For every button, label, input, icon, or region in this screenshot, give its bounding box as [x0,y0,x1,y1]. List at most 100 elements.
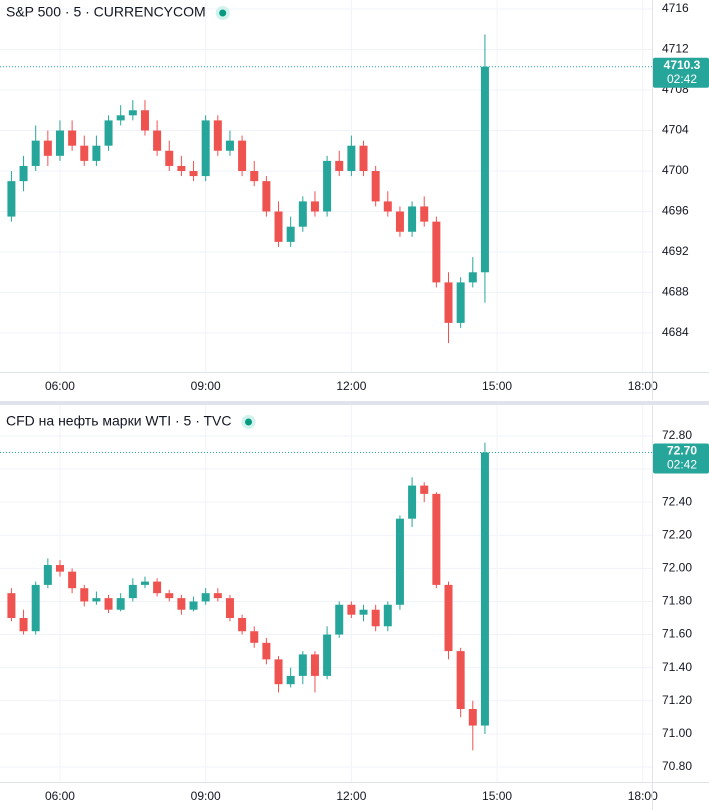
x-tick-label: 15:00 [482,379,512,393]
candle-body [201,593,210,602]
candle-body [432,493,441,585]
countdown: 02:42 [667,72,697,86]
candle-body [189,171,198,177]
x-tick-label: 15:00 [482,789,512,803]
y-tick-label: 71.20 [662,693,692,707]
status-dot [245,418,252,426]
y-tick-label: 4688 [662,285,689,299]
candle-body [323,634,332,676]
candle-body [383,604,392,627]
y-tick-label: 72.20 [662,527,692,541]
candle-body [310,654,319,676]
price-label-box [653,57,709,88]
candle-body [323,160,332,212]
candle-body [395,211,404,232]
candle-body [444,282,453,323]
y-tick-label: 70.80 [662,759,692,773]
x-tick-label: 06:00 [45,379,75,393]
x-tick-label: 18:00 [628,379,658,393]
chart-title[interactable]: S&P 500 · 5 · CURRENCYCOM [6,4,206,20]
y-tick-label: 71.60 [662,627,692,641]
candle-body [456,282,465,323]
chart-title[interactable]: CFD на нефть марки WTI · 5 · TVC [6,413,232,429]
candle-body [116,598,125,610]
candle-body [298,654,307,676]
price-label: 72.70 [667,444,697,458]
candle-body [420,485,429,494]
y-tick-label: 4716 [662,1,689,15]
price-label-box [653,443,709,474]
x-tick-label: 09:00 [191,379,221,393]
candle-body [286,675,295,685]
candle-body [238,140,247,172]
candle-body [80,145,89,161]
candle-body [92,145,101,161]
candle-body [480,66,489,273]
candle-body [371,609,380,627]
candle-body [383,201,392,212]
candle-body [432,221,441,283]
y-tick-label: 72.00 [662,561,692,575]
candle-body [55,565,64,572]
candle-body [68,571,77,589]
candle-body [395,518,404,605]
candle-body [31,140,40,166]
x-tick-label: 18:00 [628,789,658,803]
candle-body [262,642,271,660]
candle-body [92,598,101,602]
candle-body [165,593,174,599]
x-tick-label: 06:00 [45,789,75,803]
price-label: 4710.3 [664,58,701,72]
candle-body [213,120,222,151]
y-tick-label: 4684 [662,325,689,339]
candle-body [347,145,356,172]
candle-body [408,485,417,519]
candle-body [68,130,77,146]
candle-body [468,272,477,283]
candle-body [189,601,198,610]
candle-body [250,171,259,182]
candle-body [153,581,162,594]
candle-body [238,617,247,632]
candle-body [480,452,489,726]
y-tick-label: 4712 [662,42,689,56]
candle-body [274,211,283,242]
candle-body [468,709,477,726]
candle-body [7,593,16,618]
candle-body [213,593,222,599]
candle-body [408,206,417,232]
candle-body [274,659,283,685]
candle-body [298,201,307,227]
candle-body [456,651,465,710]
candle-body [19,617,28,632]
candle-body [359,609,368,615]
candle-body [347,604,356,615]
candle-body [19,165,28,182]
candle-body [153,130,162,151]
y-tick-label: 71.00 [662,726,692,740]
candle-body [128,110,137,116]
candle-body [116,115,125,121]
candle-body [55,130,64,156]
candle-body [104,120,113,146]
y-tick-label: 72.40 [662,494,692,508]
candle-body [335,604,344,635]
candle-body [444,584,453,652]
y-tick-label: 4692 [662,244,689,258]
candle-body [128,584,137,599]
candle-body [359,145,368,172]
status-dot [219,9,227,17]
candle-body [225,598,234,618]
y-tick-label: 4696 [662,204,689,218]
x-tick-label: 09:00 [191,789,221,803]
countdown: 02:42 [667,458,697,472]
y-tick-label: 4704 [662,123,689,137]
candle-body [420,206,429,222]
x-tick-label: 12:00 [336,379,366,393]
candle-body [225,140,234,151]
candle-body [335,160,344,172]
y-tick-label: 71.40 [662,660,692,674]
candle-body [165,150,174,166]
candle-body [43,565,52,585]
